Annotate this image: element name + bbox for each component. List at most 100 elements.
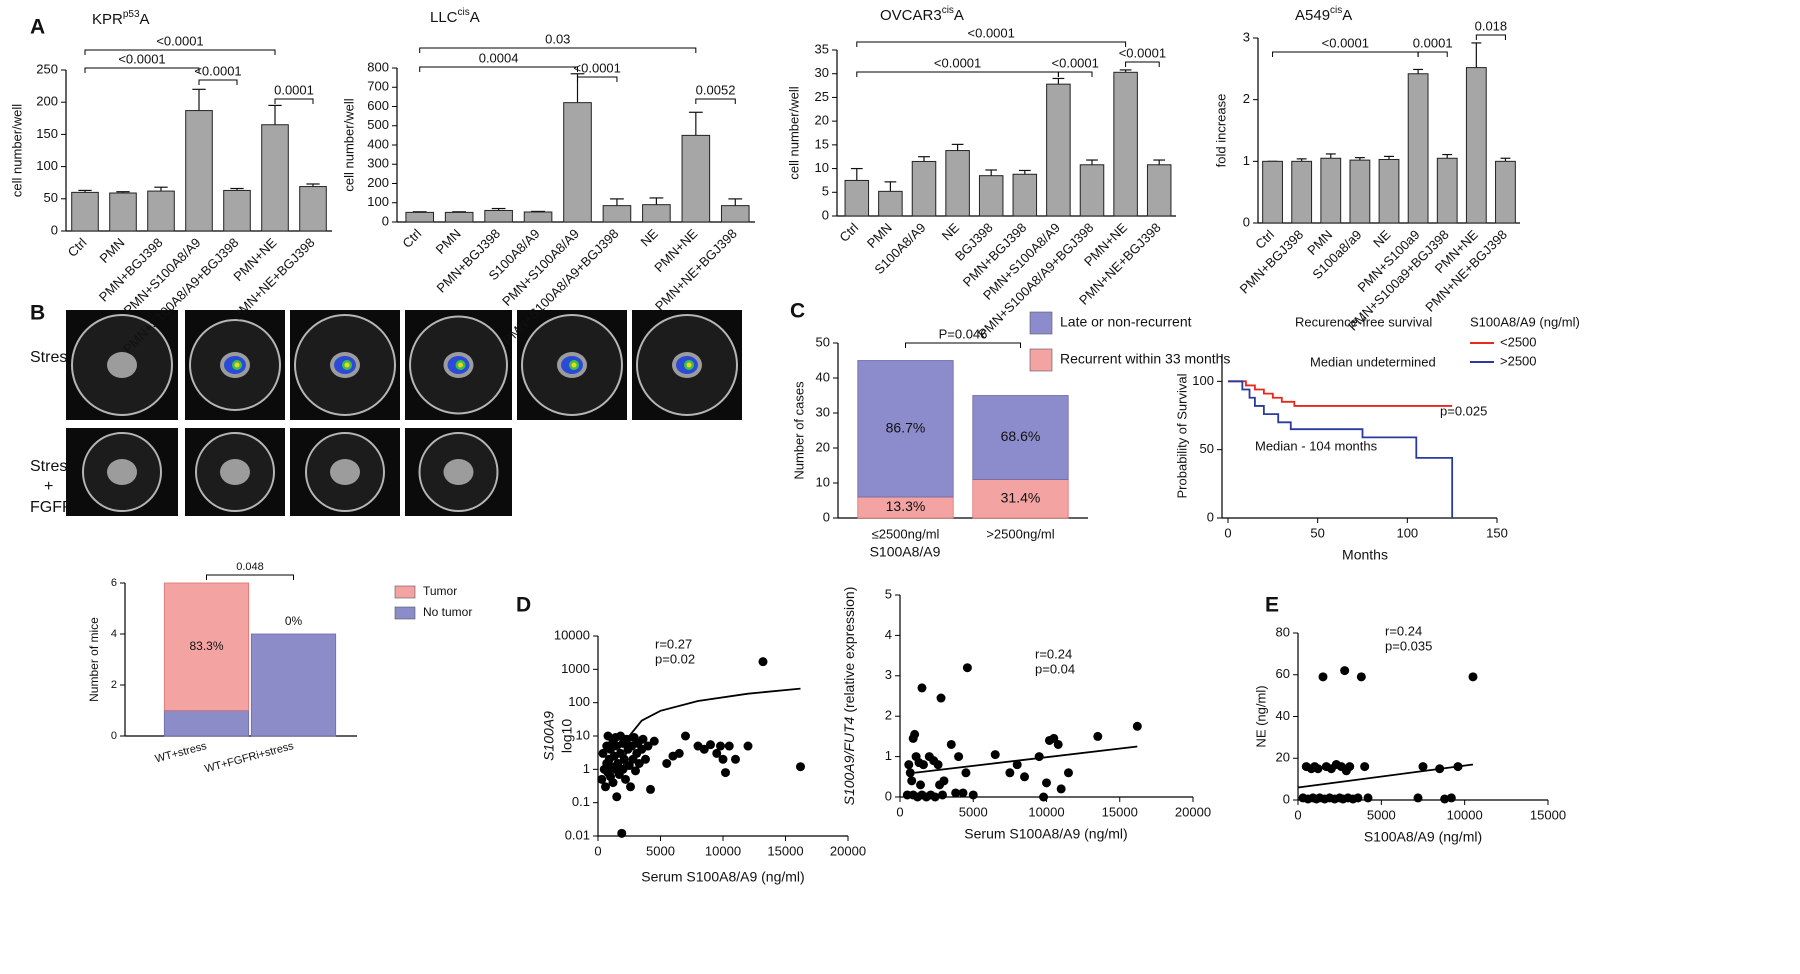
- significance-bracket: [419, 47, 697, 53]
- point: [958, 788, 968, 798]
- significance-bracket: [905, 342, 1021, 348]
- fit-line: [914, 745, 1138, 774]
- x-axis-label: Serum S100A8/A9 (ng/ml): [641, 869, 804, 885]
- y-axis-label: log10: [559, 719, 575, 753]
- point: [930, 792, 940, 802]
- point: [612, 792, 622, 802]
- significance-bracket: [856, 71, 1059, 77]
- point: [1020, 772, 1030, 782]
- legend-swatch: [394, 585, 416, 599]
- y-tick-label: 600: [367, 98, 389, 113]
- point: [598, 748, 608, 758]
- y-tick-label: 60: [1276, 666, 1290, 681]
- row-label: +: [44, 478, 53, 495]
- point: [743, 741, 753, 751]
- bar: [642, 204, 671, 223]
- y-tick-label: 4: [885, 627, 892, 642]
- point: [718, 754, 728, 764]
- signal-core: [458, 362, 463, 368]
- bracket-label: P=0.046: [939, 326, 988, 341]
- point: [918, 760, 928, 770]
- point: [968, 790, 978, 800]
- survival-curve: [1228, 380, 1454, 518]
- y-tick-label: 50: [44, 190, 58, 205]
- legend-label: Tumor: [423, 584, 457, 598]
- point: [646, 784, 655, 794]
- point: [1341, 766, 1351, 776]
- y-tick-label: 100: [1192, 373, 1214, 388]
- bracket-label: <0.0001: [934, 55, 981, 70]
- bracket-label: <0.0001: [1322, 35, 1369, 50]
- significance-bracket: [1272, 51, 1419, 57]
- x-tick-label: 10000: [705, 843, 741, 858]
- chart-title-part: cis: [1330, 5, 1342, 16]
- point: [1360, 762, 1370, 772]
- x-tick-label: WT+FGFRi+stress: [203, 740, 295, 775]
- y-axis-label-part: S100A9/FUT4: [841, 716, 857, 805]
- bar: [444, 211, 474, 223]
- significance-bracket: [84, 49, 276, 55]
- y-tick-label: 200: [367, 175, 389, 190]
- y-tick-label: 100: [568, 694, 590, 709]
- bracket-label: <0.0001: [1119, 45, 1166, 60]
- bar: [1465, 67, 1487, 224]
- chart-title: LLCcisA: [430, 7, 480, 26]
- y-tick-label: 500: [367, 117, 389, 132]
- bar-segment: [972, 395, 1069, 480]
- bracket-label: 0.048: [236, 561, 264, 573]
- point: [1313, 764, 1323, 774]
- y-tick-label: 400: [367, 136, 389, 151]
- y-tick-label: 100: [367, 194, 389, 209]
- x-tick-label: 15000: [1530, 807, 1566, 822]
- point: [1318, 672, 1328, 682]
- point: [724, 741, 734, 751]
- x-tick-label: PMN: [433, 226, 464, 257]
- chart-title-part: LLC: [430, 9, 458, 26]
- point: [1132, 721, 1142, 731]
- bar: [1436, 157, 1458, 224]
- point: [643, 741, 653, 751]
- bar: [945, 150, 970, 217]
- y-tick-label: 2: [1243, 91, 1250, 106]
- y-tick-label: 1: [885, 748, 892, 763]
- y-tick-label: 5: [822, 184, 829, 199]
- bracket-label: 0.018: [1475, 18, 1508, 33]
- segment-label: 0%: [285, 614, 303, 628]
- point: [712, 748, 722, 758]
- y-tick-label: 10000: [554, 627, 590, 642]
- point: [917, 683, 927, 693]
- point: [990, 750, 1000, 760]
- point: [916, 780, 926, 790]
- y-tick-label: 25: [815, 89, 829, 104]
- chart-title-part: A: [470, 9, 480, 26]
- bar: [878, 190, 903, 217]
- significance-bracket: [419, 66, 578, 72]
- x-tick-label: 10000: [1028, 804, 1064, 819]
- x-tick-label: 5000: [959, 804, 988, 819]
- bar: [1349, 159, 1371, 224]
- significance-bracket: [1475, 34, 1506, 40]
- point: [1363, 793, 1373, 803]
- legend-label: Late or non-recurrent: [1060, 314, 1192, 330]
- x-tick-label: 0: [1224, 525, 1231, 540]
- x-tick-label: 50: [1310, 525, 1324, 540]
- point: [1418, 762, 1428, 772]
- signal-core: [344, 362, 350, 368]
- x-axis-label: S100A8/A9 (ng/ml): [1364, 829, 1482, 845]
- y-tick-label: 20: [816, 439, 830, 454]
- chart-title: OVCAR3cisA: [880, 5, 964, 24]
- y-tick-label: 3: [1243, 29, 1250, 44]
- point: [1042, 778, 1051, 788]
- y-tick-label: 10: [816, 474, 830, 489]
- y-axis-label: cell number/well: [786, 86, 801, 179]
- bracket-label: 0.0001: [274, 82, 314, 97]
- bar: [720, 205, 750, 223]
- y-tick-label: 20: [1276, 750, 1290, 765]
- chart-title-part: p53: [123, 9, 140, 20]
- segment-label: 31.4%: [1001, 489, 1041, 505]
- y-axis-label-part: (relative expression): [841, 587, 857, 713]
- point: [954, 752, 964, 762]
- x-tick-label: WT+stress: [154, 740, 209, 765]
- point: [1034, 752, 1044, 762]
- y-tick-label: 6: [111, 577, 117, 589]
